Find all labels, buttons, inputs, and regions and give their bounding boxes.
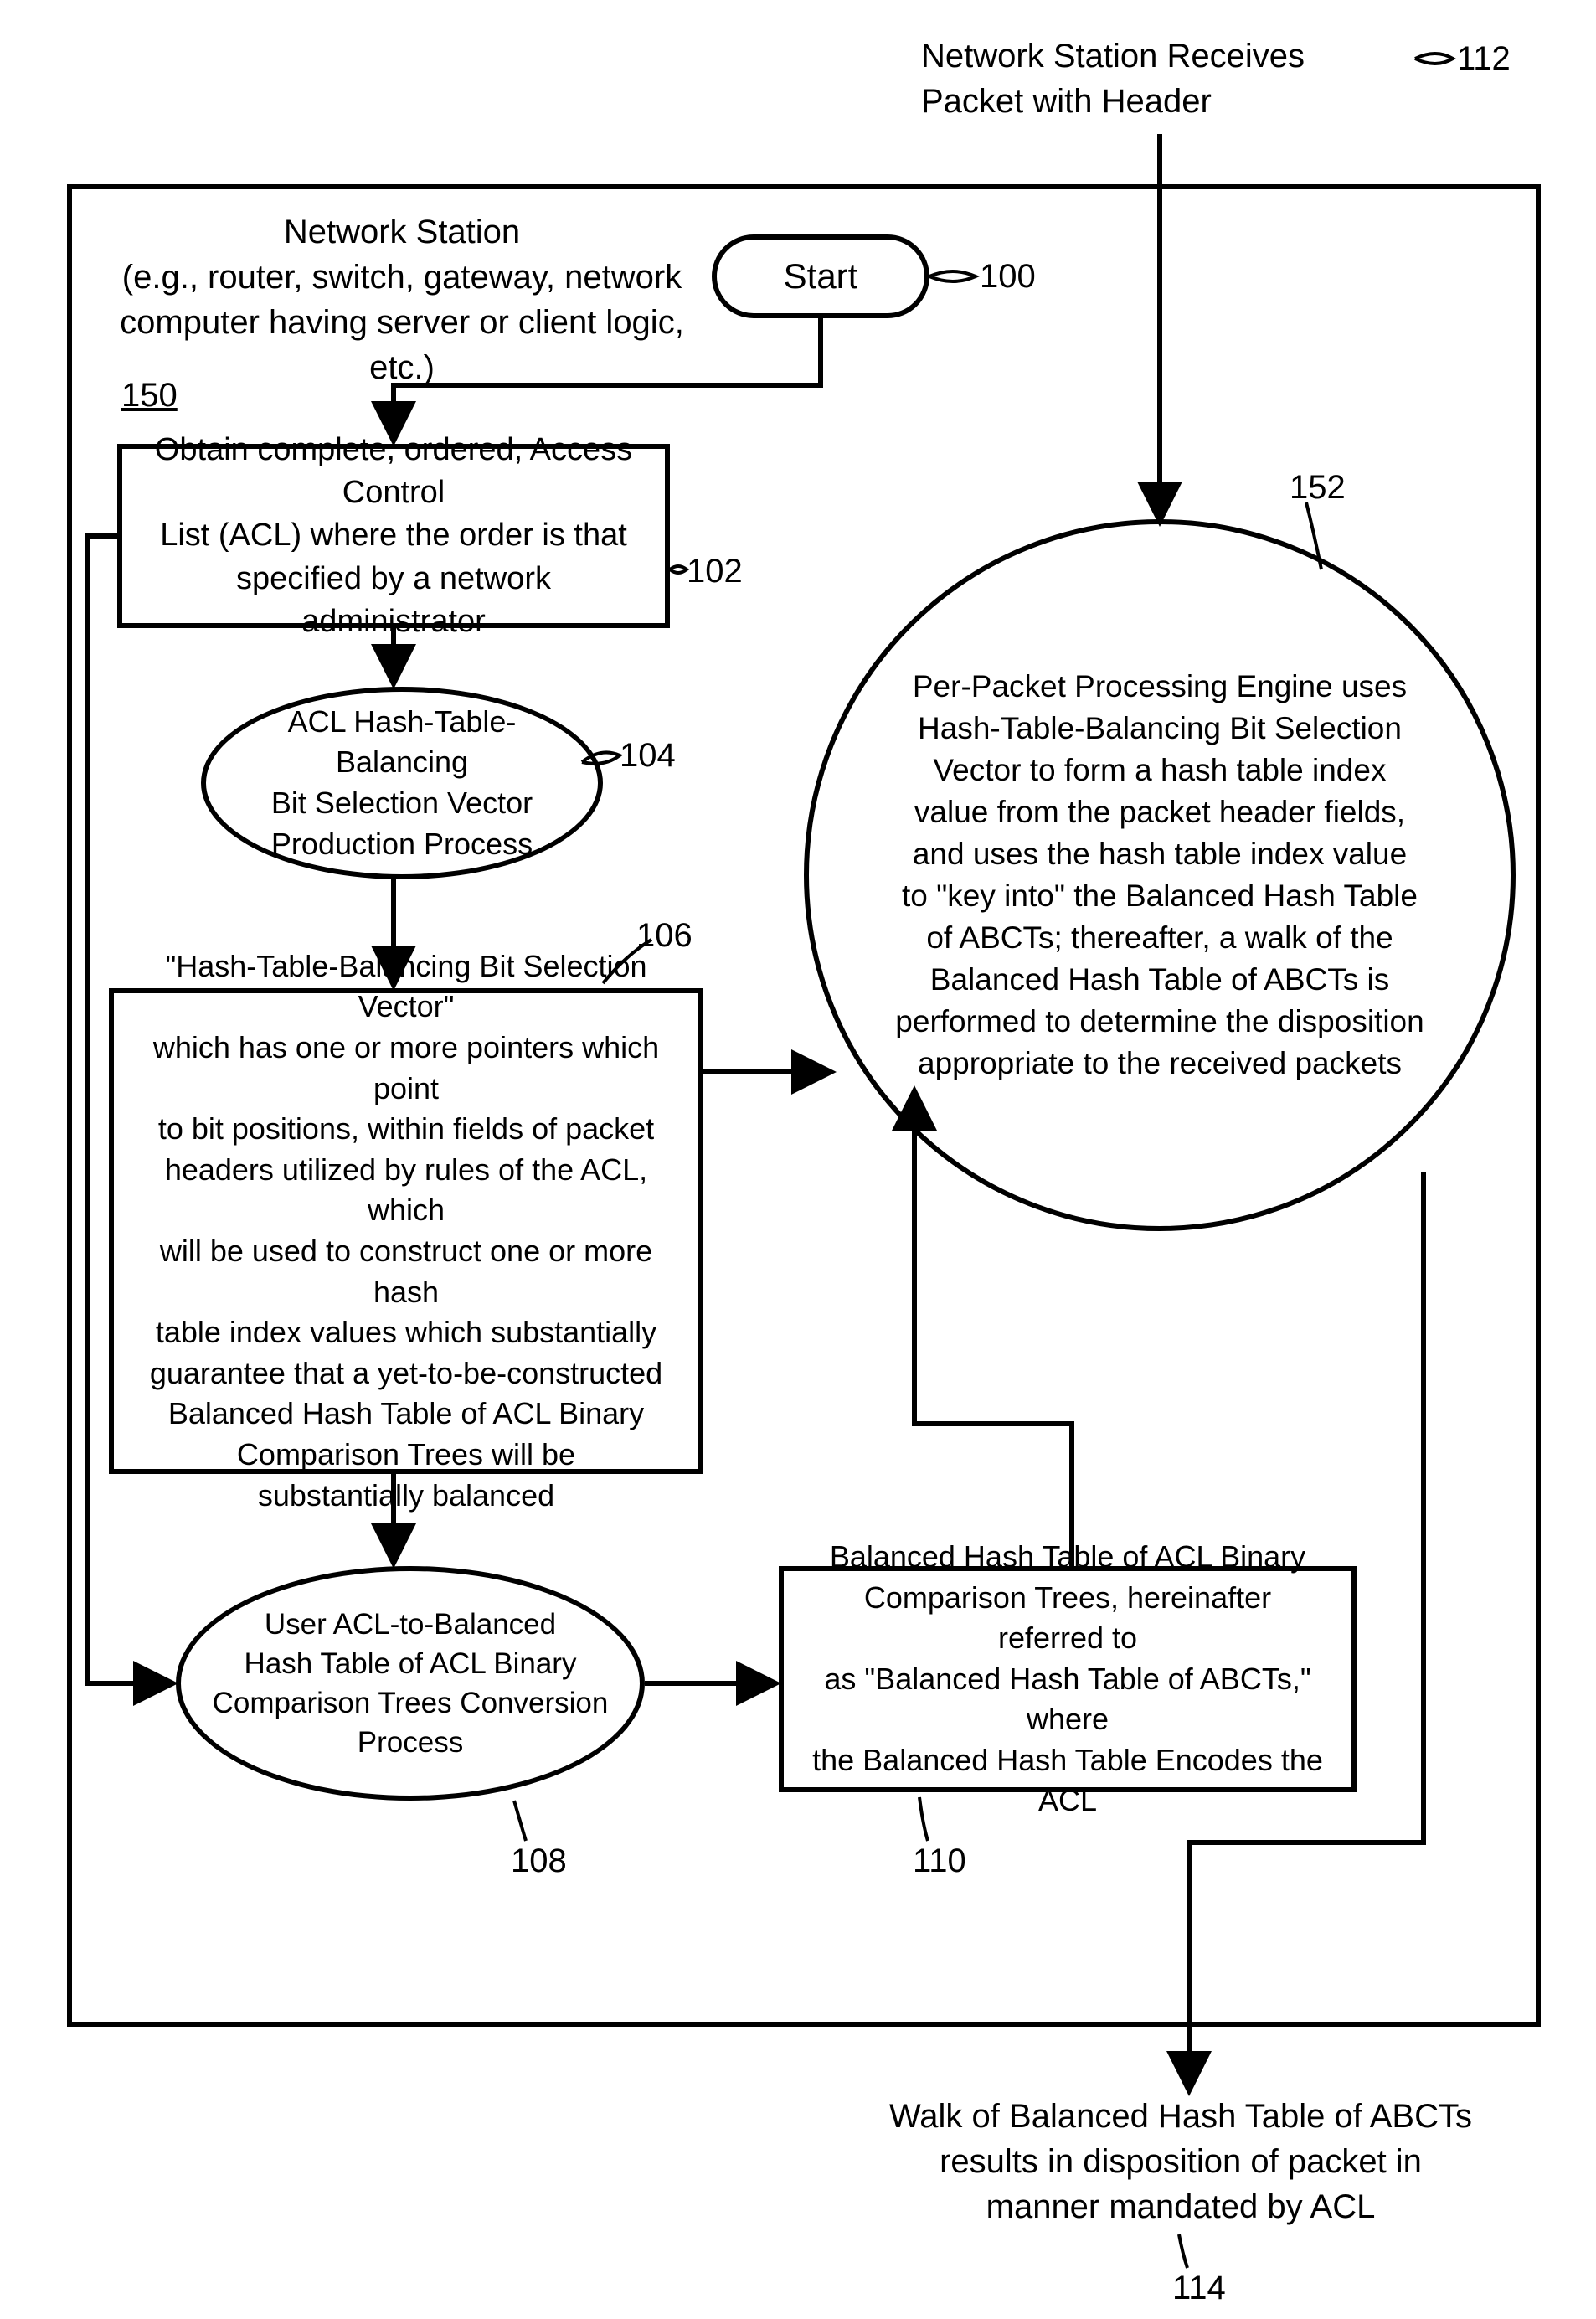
- title-label: Network Station(e.g., router, switch, ga…: [100, 209, 703, 390]
- per-packet-engine-node: Per-Packet Processing Engine usesHash-Ta…: [804, 519, 1516, 1231]
- ext-bottom-label: Walk of Balanced Hash Table of ABCTsresu…: [888, 2094, 1474, 2229]
- obtain-text: Obtain complete, ordered, Access Control…: [146, 429, 641, 643]
- id-100: 100: [980, 258, 1036, 296]
- leader-114: [1179, 2234, 1187, 2268]
- start-text: Start: [784, 253, 858, 301]
- id-112: 112: [1457, 40, 1511, 78]
- ext-top-label: Network Station ReceivesPacket with Head…: [921, 33, 1457, 124]
- id-110: 110: [913, 1842, 966, 1880]
- bit-selection-vector-node: "Hash-Table-Balancing Bit Selection Vect…: [109, 988, 703, 1474]
- ext-bottom-text: Walk of Balanced Hash Table of ABCTsresu…: [889, 2098, 1472, 2225]
- hash-selection-node: ACL Hash-Table-BalancingBit Selection Ve…: [201, 687, 603, 879]
- id-152: 152: [1290, 469, 1346, 507]
- id-102: 102: [687, 553, 743, 590]
- id-150: 150: [121, 377, 178, 415]
- id-104: 104: [620, 737, 676, 775]
- convert-text: User ACL-to-BalancedHash Table of ACL Bi…: [213, 1605, 609, 1763]
- hash-sel-text: ACL Hash-Table-BalancingBit Selection Ve…: [229, 702, 574, 864]
- ext-top-text: Network Station ReceivesPacket with Head…: [921, 38, 1305, 120]
- engine-text: Per-Packet Processing Engine usesHash-Ta…: [895, 666, 1424, 1084]
- start-node: Start: [712, 234, 929, 318]
- id-114: 114: [1172, 2270, 1226, 2307]
- id-106: 106: [636, 917, 692, 955]
- title-text: Network Station(e.g., router, switch, ga…: [120, 214, 684, 386]
- balanced-text: Balanced Hash Table of ACL BinaryCompari…: [807, 1537, 1328, 1822]
- vector-text: "Hash-Table-Balancing Bit Selection Vect…: [137, 946, 675, 1516]
- convert-process-node: User ACL-to-BalancedHash Table of ACL Bi…: [176, 1566, 645, 1801]
- id-108: 108: [511, 1842, 567, 1880]
- obtain-acl-node: Obtain complete, ordered, Access Control…: [117, 444, 670, 628]
- balanced-hash-table-node: Balanced Hash Table of ACL BinaryCompari…: [779, 1566, 1357, 1792]
